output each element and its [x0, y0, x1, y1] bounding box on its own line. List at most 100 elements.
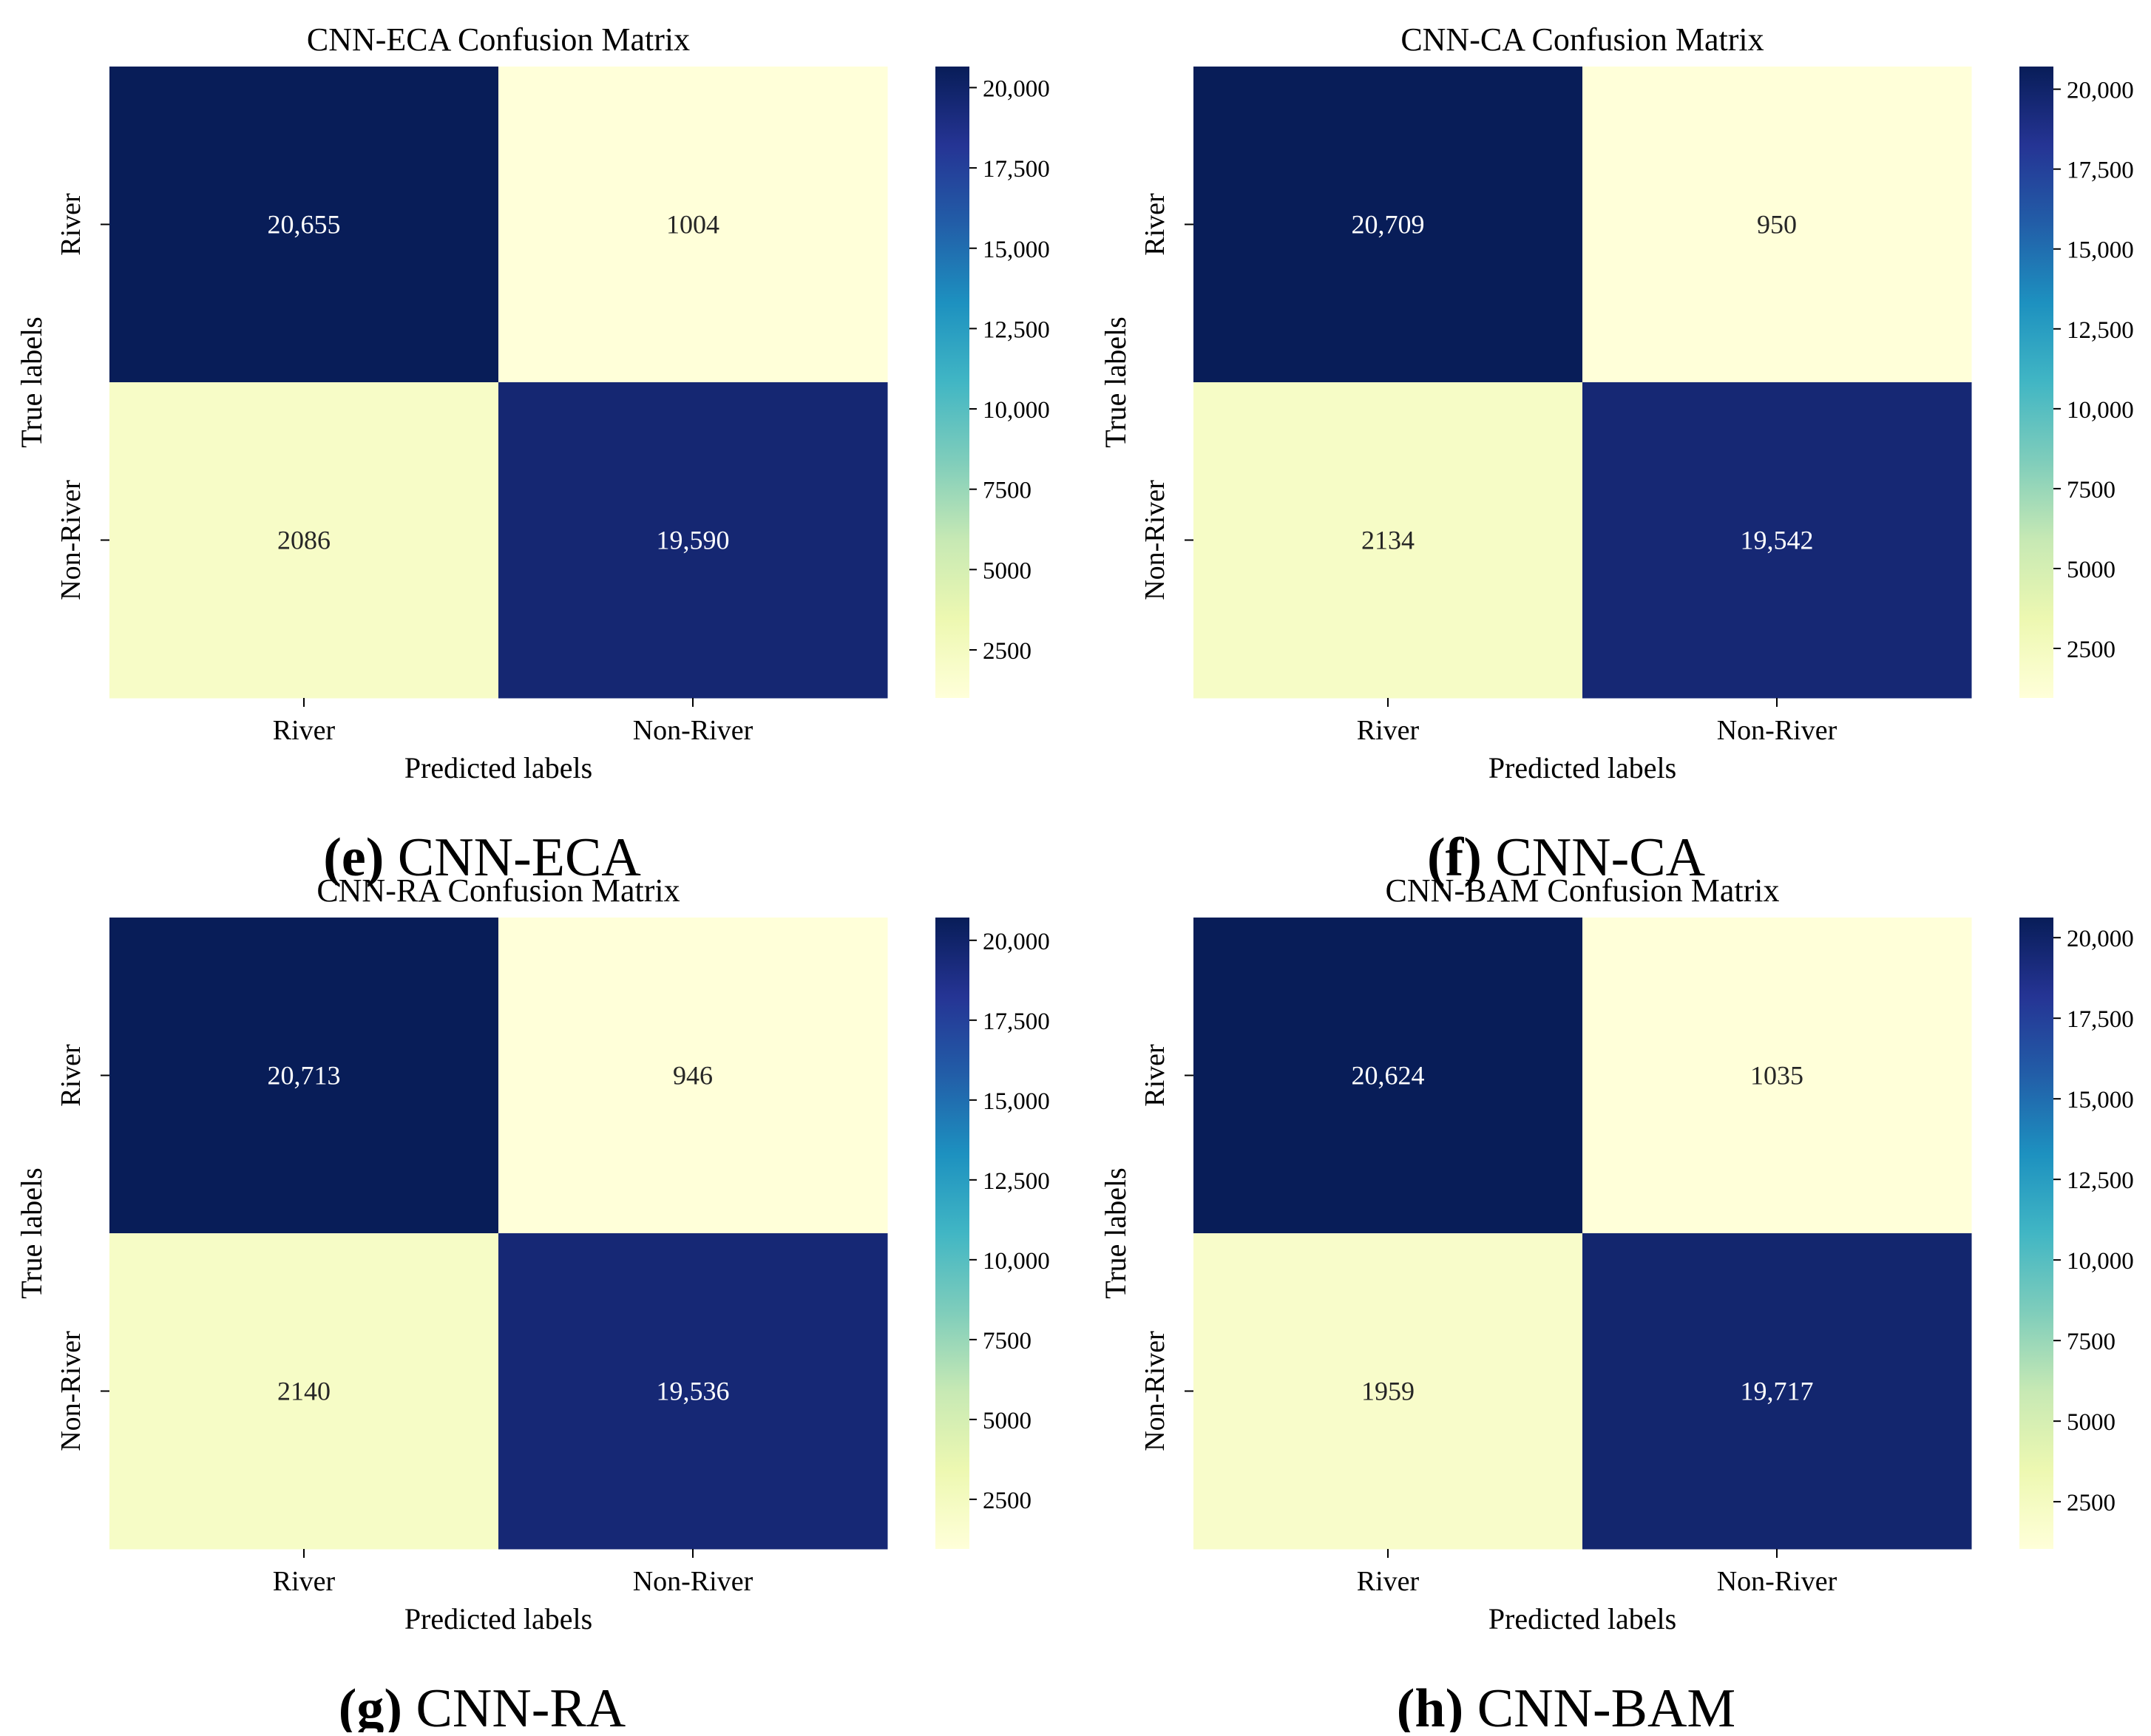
colorbar-tick-label: 7500: [983, 478, 1032, 504]
cell-value-label: 2086: [277, 526, 331, 555]
cell-value-label: 20,624: [1352, 1061, 1425, 1091]
colorbar-tick-label: 20,000: [2067, 78, 2134, 104]
cell-value-label: 20,655: [268, 210, 341, 240]
heatmap-cell: [1582, 67, 1972, 383]
x-tick-label: River: [273, 715, 336, 746]
colorbar-tick-label: 15,000: [2067, 1087, 2134, 1113]
colorbar-tick-label: 12,500: [2067, 317, 2134, 344]
colorbar-tick-label: 15,000: [983, 1088, 1050, 1115]
y-tick-label: River: [1139, 1044, 1171, 1107]
colorbar: [2019, 67, 2053, 698]
heatmap-cell: [109, 918, 499, 1234]
panel-caption: (h) CNN-BAM: [1397, 1678, 1735, 1732]
colorbar-tick-label: 2500: [983, 638, 1032, 665]
y-tick-label: Non-River: [1139, 480, 1171, 600]
colorbar-tick-label: 20,000: [983, 929, 1050, 955]
y-tick-label: Non-River: [55, 480, 87, 600]
panel-caption-text: CNN-BAM: [1463, 1678, 1735, 1732]
x-axis-label: Predicted labels: [404, 751, 592, 784]
y-axis-label: True labels: [1099, 1167, 1132, 1298]
confusion-matrix-panel-3: CNN-RA Confusion Matrix 20,713 946 2140 19,5…: [15, 872, 1050, 1736]
colorbar-tick-label: 5000: [983, 1408, 1032, 1434]
cell-value-label: 2140: [277, 1377, 331, 1406]
panel-caption-letter: (e): [323, 827, 384, 888]
cell-value-label: 19,590: [657, 526, 730, 555]
heatmap-cell: [1582, 382, 1972, 699]
colorbar-tick-label: 17,500: [2067, 157, 2134, 184]
panel-caption-text: CNN-ECA: [384, 827, 640, 888]
cell-value-label: 19,717: [1741, 1377, 1814, 1406]
cell-value-label: 20,709: [1352, 210, 1425, 240]
x-tick-label: River: [1357, 715, 1420, 746]
colorbar-tick-label: 12,500: [2067, 1167, 2134, 1194]
panel-caption-letter: (g): [339, 1678, 402, 1732]
y-axis-label: True labels: [15, 1167, 48, 1298]
confusion-matrix-panel-1: CNN-ECA Confusion Matrix 20,655 1004 2086 19…: [15, 21, 1050, 888]
panel-caption: (f) CNN-CA: [1427, 827, 1705, 888]
colorbar-tick-label: 7500: [2067, 477, 2116, 503]
colorbar-tick-label: 7500: [983, 1328, 1032, 1354]
panel-caption-text: CNN-CA: [1482, 827, 1705, 888]
colorbar: [935, 918, 969, 1549]
y-tick-label: Non-River: [1139, 1331, 1171, 1451]
colorbar-tick-label: 5000: [2067, 557, 2116, 583]
colorbar-tick-label: 7500: [2067, 1329, 2116, 1355]
panel-caption: (g) CNN-RA: [339, 1678, 626, 1732]
panel-caption-letter: (h): [1397, 1678, 1463, 1732]
cell-value-label: 19,542: [1741, 526, 1814, 555]
colorbar: [2019, 918, 2053, 1549]
colorbar-tick-label: 17,500: [983, 156, 1050, 183]
colorbar-tick-label: 20,000: [2067, 926, 2134, 952]
panel-title: CNN-RA Confusion Matrix: [316, 872, 680, 909]
heatmap-cell: [498, 918, 888, 1234]
y-tick-label: Non-River: [55, 1331, 87, 1451]
panel-title: CNN-BAM Confusion Matrix: [1386, 872, 1780, 909]
x-tick-label: Non-River: [633, 715, 753, 746]
heatmap-cell: [1193, 382, 1583, 699]
colorbar-tick-label: 10,000: [983, 397, 1050, 424]
heatmap-cell: [1193, 1233, 1583, 1550]
confusion-matrix-panel-4: CNN-BAM Confusion Matrix 20,624 1035 1959 19…: [1099, 872, 2134, 1736]
x-axis-label: Predicted labels: [1488, 751, 1676, 784]
heatmap-cell: [498, 67, 888, 383]
panel-caption-text: CNN-RA: [402, 1678, 626, 1732]
colorbar-tick-label: 10,000: [2067, 397, 2134, 424]
colorbar-tick-label: 17,500: [2067, 1006, 2134, 1033]
cell-value-label: 20,713: [268, 1061, 341, 1091]
heatmap-cell: [1582, 918, 1972, 1234]
heatmap-cell: [109, 67, 499, 383]
y-tick-label: River: [55, 193, 87, 256]
cell-value-label: 1959: [1361, 1377, 1415, 1406]
x-tick-label: River: [1357, 1566, 1420, 1597]
heatmap-cell: [498, 1233, 888, 1550]
heatmap-cell: [1193, 67, 1583, 383]
heatmap-cell: [1193, 918, 1583, 1234]
colorbar-tick-label: 10,000: [2067, 1248, 2134, 1275]
x-tick-label: River: [273, 1566, 336, 1597]
cell-value-label: 946: [673, 1061, 713, 1091]
heatmap-cell: [109, 382, 499, 699]
cell-value-label: 2134: [1361, 526, 1415, 555]
colorbar: [935, 67, 969, 698]
colorbar-tick-label: 12,500: [983, 1168, 1050, 1195]
heatmap-cell: [109, 1233, 499, 1550]
colorbar-tick-label: 10,000: [983, 1248, 1050, 1275]
y-tick-label: River: [1139, 193, 1171, 256]
colorbar-tick-label: 2500: [983, 1488, 1032, 1514]
panel-title: CNN-CA Confusion Matrix: [1400, 21, 1764, 58]
x-tick-label: Non-River: [1717, 715, 1837, 746]
confusion-matrix-panel-2: CNN-CA Confusion Matrix 20,709 950 2134 19,5…: [1099, 21, 2134, 888]
colorbar-tick-label: 2500: [2067, 1490, 2116, 1516]
heatmap-cell: [1582, 1233, 1972, 1550]
panel-title: CNN-ECA Confusion Matrix: [307, 21, 690, 58]
y-axis-label: True labels: [1099, 316, 1132, 447]
x-axis-label: Predicted labels: [1488, 1602, 1676, 1635]
y-tick-label: River: [55, 1044, 87, 1107]
panel-caption: (e) CNN-ECA: [323, 827, 641, 888]
colorbar-tick-label: 17,500: [983, 1008, 1050, 1035]
cell-value-label: 1035: [1750, 1061, 1803, 1091]
x-axis-label: Predicted labels: [404, 1602, 592, 1635]
colorbar-tick-label: 15,000: [983, 237, 1050, 263]
colorbar-tick-label: 20,000: [983, 75, 1050, 102]
